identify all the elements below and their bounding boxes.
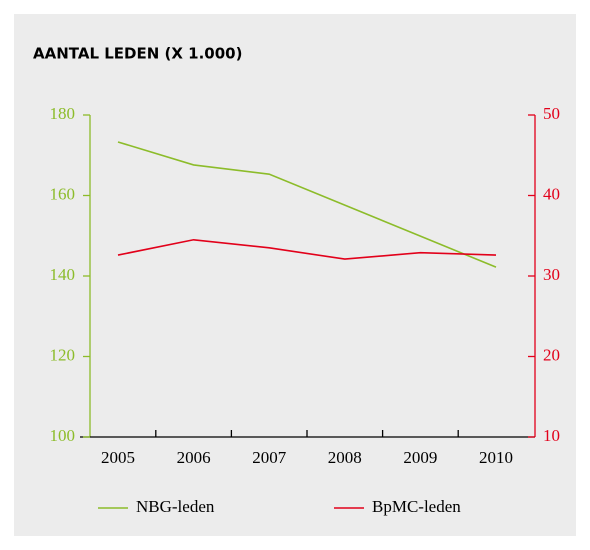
y2-tick-label: 20 <box>543 345 560 364</box>
x-tick-label: 2006 <box>177 448 211 467</box>
x-tick-label: 2008 <box>328 448 362 467</box>
y-tick-label: 160 <box>50 184 76 203</box>
legend-label: NBG-leden <box>136 497 215 516</box>
series-line <box>117 238 497 260</box>
y-tick-label: 180 <box>50 104 76 123</box>
y-tick-label: 100 <box>50 426 76 445</box>
y2-tick-label: 50 <box>543 104 560 123</box>
x-tick-label: 2010 <box>479 448 513 467</box>
y2-tick-label: 10 <box>543 426 560 445</box>
y2-tick-label: 30 <box>543 265 560 284</box>
chart-title: AANTAL LEDEN (X 1.000) <box>33 45 242 63</box>
series-line <box>117 141 497 268</box>
x-tick-label: 2007 <box>252 448 287 467</box>
y2-tick-label: 40 <box>543 184 560 203</box>
x-tick-label: 2005 <box>101 448 135 467</box>
x-tick-label: 2009 <box>403 448 437 467</box>
y-tick-label: 140 <box>50 265 76 284</box>
panel <box>14 14 576 536</box>
y-tick-label: 120 <box>50 345 76 364</box>
legend-label: BpMC-leden <box>372 497 461 516</box>
